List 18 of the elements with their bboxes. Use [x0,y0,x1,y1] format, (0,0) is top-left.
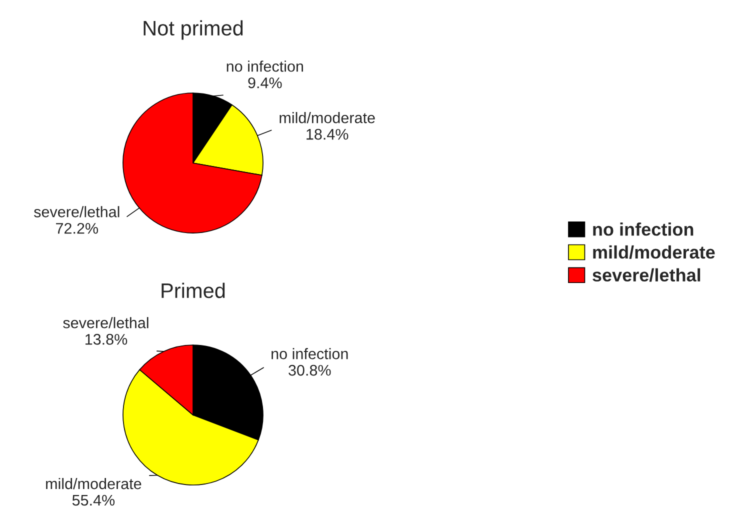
chart-title: Primed [162,282,225,298]
data-label: 18.4% [306,128,348,140]
data-label: 72.2% [56,222,98,234]
data-label: 55.4% [72,494,115,506]
legend-label: severe/lethal [592,268,700,282]
data-label: 9.4% [248,77,282,88]
legend-label: mild/moderate [593,245,715,259]
legend-label: no infection [593,222,694,236]
data-label: 30.8% [288,364,331,376]
slice-label: mild/moderate [280,112,375,124]
slice-label: severe/lethal [63,317,148,328]
pie-slice [122,92,262,234]
chart-title: Not primed [144,20,243,40]
data-label: 13.8% [86,334,128,345]
slice-label: severe/lethal [34,206,120,218]
slice-label: mild/moderate [46,478,142,490]
slice-label: no infection [226,60,303,72]
slice-label: no infection [272,348,348,360]
